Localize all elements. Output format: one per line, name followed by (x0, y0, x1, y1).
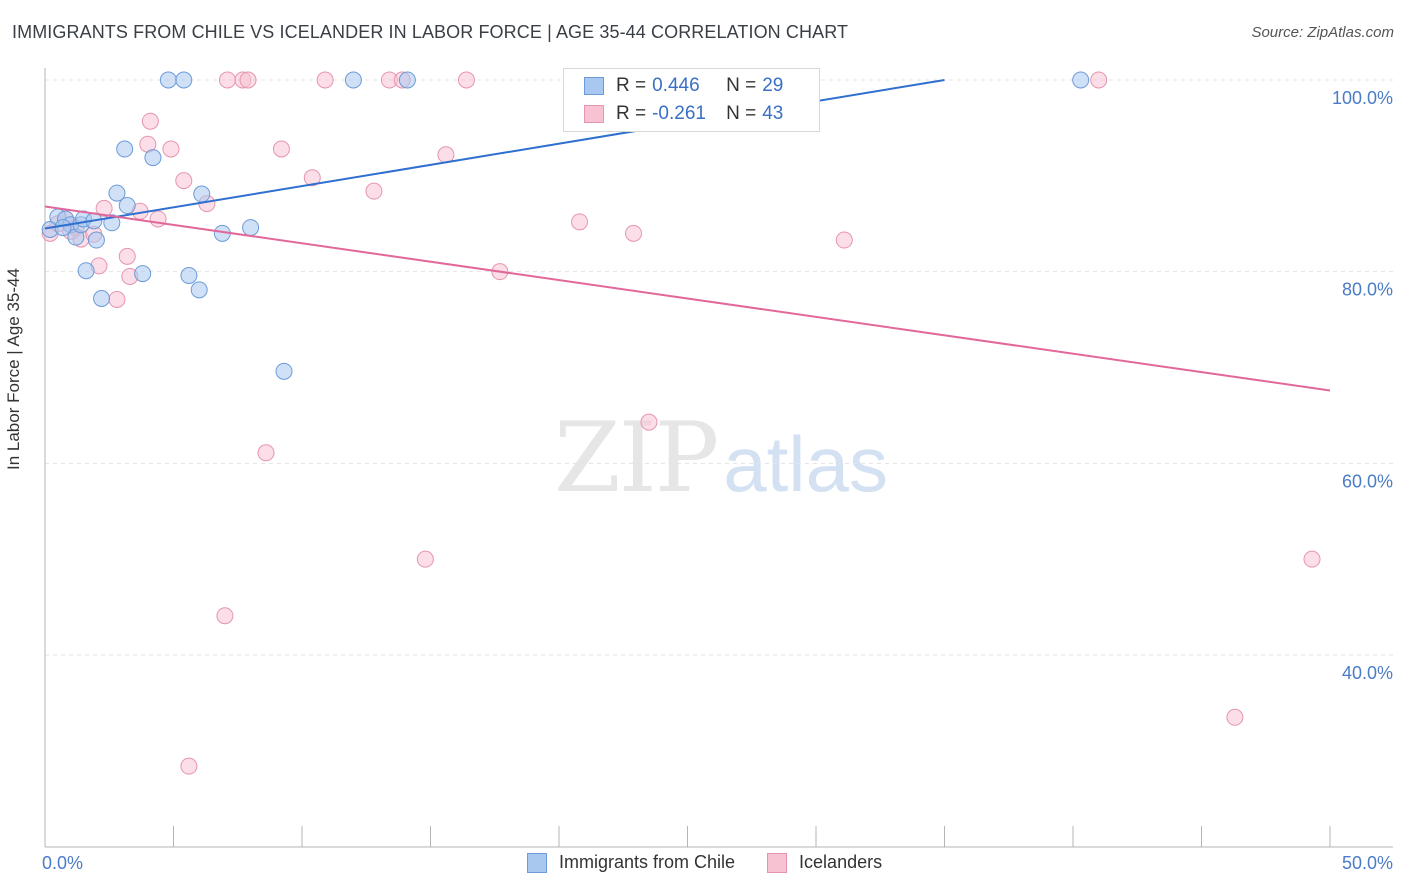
axes (44, 68, 1393, 848)
icelander-point (108, 290, 126, 308)
grid (45, 79, 1393, 656)
source-label: Source: ZipAtlas.com (1251, 24, 1394, 41)
chile-point (54, 219, 72, 237)
icelander-point (303, 169, 321, 187)
n-label: N = (726, 103, 757, 124)
chile-point (159, 71, 177, 89)
r-value: -0.261 (652, 103, 706, 124)
icelander-trend-line (44, 205, 1331, 392)
chile-point (275, 362, 293, 380)
x-tick-label: 50.0% (1342, 853, 1393, 873)
legend-item-icelanders[interactable]: Icelanders (767, 852, 882, 873)
r-label: R = (616, 75, 647, 96)
stats-row-icelanders: R = -0.261 N = 43 (584, 101, 783, 127)
points (41, 71, 1321, 775)
icelander-point (571, 213, 589, 231)
n-value: 29 (762, 75, 784, 96)
icelander-point (162, 140, 180, 158)
chile-point (93, 290, 111, 307)
chart-title: IMMIGRANTS FROM CHILE VS ICELANDER IN LA… (12, 22, 849, 42)
chile-point (175, 71, 193, 89)
icelanders-swatch (584, 105, 604, 123)
chile-point (134, 265, 152, 283)
r-value: 0.446 (652, 75, 700, 96)
icelander-point (257, 444, 275, 462)
chile-legend-swatch (527, 852, 547, 873)
stats-row-chile: R = 0.446 N = 29 (584, 73, 783, 99)
chile-swatch (584, 77, 604, 95)
chile-point (398, 71, 416, 89)
icelander-point (1090, 71, 1108, 89)
watermark-zip: ZIP (554, 402, 719, 514)
icelander-point (625, 224, 643, 242)
chile-point (180, 267, 198, 284)
chile-point (144, 149, 162, 167)
icelander-point (416, 550, 434, 568)
legend-label: Icelanders (799, 852, 883, 872)
n-label: N = (726, 75, 757, 96)
icelander-point (1226, 708, 1244, 726)
tick-labels: 40.0% 60.0% 80.0% 100.0% 0.0% 50.0% (42, 88, 1393, 873)
series-legend: Immigrants from Chile Icelanders (527, 852, 914, 873)
icelander-point (218, 71, 236, 89)
chile-point (108, 184, 126, 202)
icelander-point (316, 71, 334, 89)
icelander-point (272, 140, 290, 158)
watermark: ZIPatlas (554, 402, 888, 514)
y-tick-label: 40.0% (1342, 663, 1393, 683)
icelander-point (437, 146, 455, 164)
icelander-point (118, 247, 136, 265)
icelander-point (175, 172, 193, 190)
chile-point (344, 71, 362, 89)
icelander-point (141, 112, 159, 130)
r-label: R = (616, 103, 647, 124)
y-tick-label: 100.0% (1332, 88, 1393, 108)
icelander-point (640, 413, 658, 431)
legend-label: Immigrants from Chile (559, 852, 736, 872)
chile-point (193, 185, 211, 203)
watermark-atlas: atlas (723, 420, 888, 508)
stats-legend: R = 0.446 N = 29 R = -0.261 N = 43 (563, 68, 820, 132)
n-value: 43 (762, 103, 784, 124)
chile-point (87, 231, 105, 249)
chile-point (190, 281, 208, 299)
icelander-point (239, 71, 257, 89)
icelander-point (149, 210, 167, 228)
x-tick-label: 0.0% (42, 853, 83, 873)
chile-point (116, 140, 134, 158)
y-tick-label: 60.0% (1342, 471, 1393, 491)
icelander-point (835, 231, 853, 249)
legend-item-chile[interactable]: Immigrants from Chile (527, 852, 735, 873)
chile-point (77, 262, 95, 280)
icelander-point (180, 757, 198, 775)
chile-point (1072, 71, 1090, 89)
icelander-point (95, 199, 113, 217)
icelanders-legend-swatch (767, 852, 788, 873)
icelander-point (457, 71, 475, 89)
icelander-point (216, 607, 234, 625)
chile-point (118, 197, 136, 215)
y-tick-label: 80.0% (1342, 280, 1393, 300)
chile-point (242, 219, 260, 237)
icelander-point (1303, 550, 1321, 568)
icelander-point (365, 182, 383, 200)
y-axis-label: In Labor Force | Age 35-44 (4, 268, 23, 470)
